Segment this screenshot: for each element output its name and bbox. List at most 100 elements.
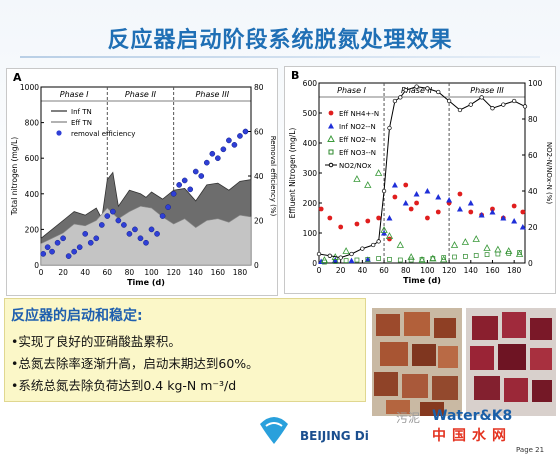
y-tick-label: 400 — [303, 139, 318, 148]
inf-no2-point — [364, 256, 371, 262]
eff-no3-point — [343, 258, 349, 263]
removal-point — [93, 235, 100, 242]
summary-box: 反应器的启动和稳定: •实现了良好的亚硝酸盐累积。 •总氮去除率逐渐升高，启动末… — [4, 298, 366, 402]
ratio-point — [414, 84, 419, 89]
x-tick-label: 40 — [80, 268, 90, 277]
nh4-point — [520, 209, 526, 215]
removal-point — [181, 177, 188, 184]
inf-no2-point — [348, 257, 355, 264]
eff-no2-point — [429, 254, 437, 262]
x-tick-label: 20 — [336, 266, 346, 275]
slide-title: 反应器启动阶段系统脱氮处理效果 — [107, 28, 453, 53]
y-tick-label: 800 — [25, 119, 40, 128]
legend-eff-no2-swatch — [327, 134, 335, 142]
x-tick-label: 80 — [125, 268, 135, 277]
eff-no2-point — [374, 169, 383, 176]
ratio-point — [468, 102, 473, 107]
legend-ratio-dot — [328, 162, 334, 168]
inf-no2-point — [391, 182, 398, 188]
phase-label: Phase II — [401, 86, 433, 95]
legend-nh4: Eff NH4+-N — [339, 110, 379, 118]
inf-no2-point — [456, 206, 463, 212]
legend-removal-swatch — [56, 130, 62, 136]
series-eff-tn — [40, 205, 252, 266]
nh4-point — [408, 206, 414, 212]
logo-icon — [260, 417, 288, 444]
removal-point — [49, 248, 55, 255]
removal-point — [214, 155, 221, 162]
inf-no2-point — [402, 200, 409, 206]
eff-no2-point — [515, 250, 524, 257]
eff-no3-point — [387, 257, 392, 262]
removal-point — [154, 231, 160, 237]
y2-tick-label: 40 — [528, 187, 538, 196]
y2-tick-label: 60 — [528, 151, 538, 160]
chart-b-svg: B Phase I Phase II Phase III 0 20 40 60 80 100 120… — [288, 69, 553, 285]
eff-no2-point — [407, 253, 415, 260]
nh4-point — [365, 218, 371, 224]
nh4-point — [490, 206, 495, 212]
nh4-point — [403, 182, 409, 188]
eff-no3-point — [322, 259, 327, 265]
y-tick-label: 100 — [303, 229, 318, 238]
y2-tick-label: 80 — [528, 115, 538, 124]
legend-eff-no2: Eff NO2--N — [339, 136, 376, 144]
eff-no2-point — [418, 256, 426, 263]
eff-no3-point — [441, 255, 447, 260]
legend-inf-no2-swatch — [328, 123, 334, 129]
phase-label: Phase I — [337, 86, 366, 95]
eff-no3-point — [376, 256, 381, 261]
removal-point — [87, 239, 94, 246]
summary-line-2: •总氮去除率逐渐升高，启动末期达到60%。 — [11, 356, 259, 371]
removal-point — [220, 146, 227, 153]
removal-point — [231, 142, 238, 148]
removal-point — [226, 137, 232, 144]
photo-left — [372, 308, 462, 416]
eff-no3-point — [495, 251, 501, 257]
eff-no2-point — [472, 235, 480, 242]
chart-panel-a: A Phase I Phase II Phase III 0 20 40 60 80 100 120… — [6, 68, 278, 296]
eff-no2-point — [385, 232, 394, 239]
nh4-point — [425, 215, 430, 221]
phase-label: Phase II — [125, 90, 157, 99]
ratio-point — [425, 86, 430, 91]
x-tick-label: 60 — [379, 266, 389, 275]
y-tick-label: 1000 — [20, 83, 39, 92]
ratio-point — [522, 104, 528, 109]
ratio-point — [327, 253, 332, 258]
x-tick-label: 60 — [103, 268, 113, 277]
y-tick-label: 0 — [312, 259, 317, 268]
ratio-point — [316, 251, 322, 257]
photo-right — [466, 308, 556, 416]
y-tick-label: 600 — [303, 79, 318, 88]
nh4-point — [414, 200, 419, 206]
removal-point — [143, 239, 149, 246]
eff-no3-point — [484, 252, 490, 257]
legend-eff-no3: Eff NO3--N — [339, 149, 376, 157]
watermark-logo: Water&K8 — [432, 408, 513, 424]
eff-no2-point — [483, 244, 491, 251]
chart-a-svg: A Phase I Phase II Phase III 0 20 40 60 80 100 120… — [10, 71, 277, 287]
nh4-point — [387, 236, 392, 242]
summary-heading: 反应器的启动和稳定: — [11, 308, 143, 324]
ratio-point — [403, 88, 408, 93]
removal-point — [71, 248, 78, 255]
inf-no2-point — [467, 200, 474, 206]
removal-point — [209, 150, 216, 157]
y2-tick-label: 40 — [254, 172, 264, 181]
x-tick-label: 140 — [189, 268, 204, 277]
x-axis-label: Time (d) — [403, 276, 441, 285]
ratio-point — [512, 98, 517, 104]
x-tick-label: 80 — [401, 266, 411, 275]
removal-point — [82, 231, 89, 237]
x-tick-label: 140 — [464, 266, 479, 275]
legend-nh4-swatch — [328, 110, 334, 116]
nh4-point — [468, 209, 474, 215]
inf-no2-point — [424, 188, 431, 194]
legend-inf: Inf TN — [71, 108, 92, 116]
removal-point — [98, 222, 105, 228]
watermark-site: 中国水网 — [432, 428, 512, 444]
eff-no3-point — [354, 257, 360, 263]
removal-point — [132, 226, 138, 233]
